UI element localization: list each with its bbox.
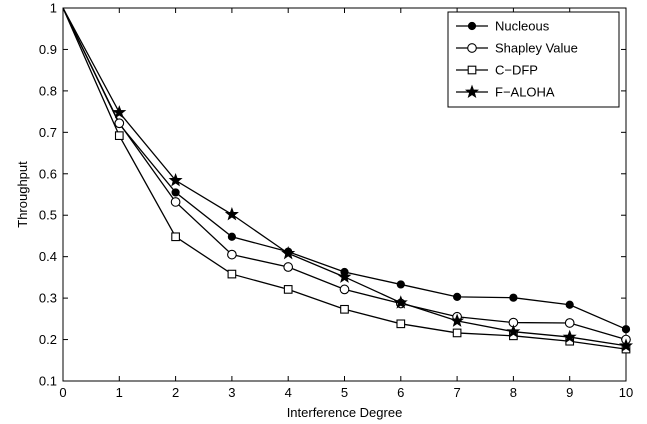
legend: Nucleous Shapley Value C−DFP F−ALOHA <box>447 11 620 108</box>
x-tick-label: 3 <box>228 385 235 400</box>
data-point <box>618 338 634 352</box>
data-point <box>224 207 239 221</box>
data-point <box>281 245 296 260</box>
data-point <box>114 131 124 140</box>
data-point <box>565 300 574 309</box>
x-tick-label: 4 <box>285 385 292 400</box>
y-tick-label: 0.7 <box>39 125 57 140</box>
y-tick-label: 0.4 <box>39 249 57 264</box>
legend-entry: Nucleous <box>456 19 550 34</box>
y-tick-label: 1 <box>50 1 57 16</box>
series-layer <box>62 7 634 354</box>
x-tick-label: 9 <box>566 385 573 400</box>
data-point <box>509 293 518 302</box>
y-tick-label: 0.9 <box>39 42 57 57</box>
data-point <box>450 313 465 327</box>
legend-label: F−ALOHA <box>495 85 555 100</box>
legend-marker <box>467 21 477 31</box>
x-tick-label: 7 <box>453 385 460 400</box>
y-tick-label: 0.2 <box>39 332 57 347</box>
data-point <box>564 318 575 328</box>
data-point <box>227 249 237 260</box>
legend-marker <box>467 65 477 75</box>
x-tick-label: 0 <box>59 385 66 400</box>
legend-label: Nucleous <box>495 19 550 34</box>
data-point <box>506 324 521 338</box>
x-tick-label: 10 <box>619 385 633 400</box>
data-point <box>112 105 127 119</box>
data-point <box>227 269 237 279</box>
data-point <box>283 262 294 272</box>
y-tick-label: 0.8 <box>39 83 57 98</box>
series-3 <box>62 7 634 352</box>
y-tick-label: 0.1 <box>39 374 57 389</box>
data-point <box>339 284 350 295</box>
y-axis-title: Throughput <box>15 161 30 228</box>
legend-entry: Shapley Value <box>456 41 578 56</box>
data-point <box>396 319 406 329</box>
x-tick-label: 6 <box>397 385 404 400</box>
x-axis-title: Interference Degree <box>287 405 403 420</box>
legend-marker <box>464 84 480 98</box>
data-point <box>227 232 236 241</box>
data-point <box>621 325 631 334</box>
data-point <box>171 188 180 197</box>
data-point <box>283 285 293 294</box>
x-tick-label: 8 <box>510 385 517 400</box>
legend-entry: C−DFP <box>456 63 538 78</box>
x-tick-label: 1 <box>116 385 123 400</box>
data-point <box>393 295 408 309</box>
data-point <box>562 329 577 344</box>
data-point <box>396 280 405 289</box>
y-tick-label: 0.3 <box>39 291 57 306</box>
x-tick-label: 5 <box>341 385 348 400</box>
axis-ticks: 0 1 2 3 4 5 6 7 8 9 10 0.1 0.2 0.3 0.4 0.5 0.6 0.7 0.8 0.9 1 <box>39 1 633 401</box>
y-tick-label: 0.6 <box>39 166 57 181</box>
data-point <box>340 304 349 314</box>
legend-label: Shapley Value <box>495 41 578 56</box>
legend-marker <box>467 43 477 53</box>
data-point <box>452 328 462 338</box>
data-point <box>171 232 180 242</box>
data-point <box>114 118 125 129</box>
data-point <box>337 269 352 283</box>
data-point <box>453 292 462 301</box>
data-point <box>170 197 181 207</box>
data-point <box>168 173 183 187</box>
x-tick-label: 2 <box>172 385 179 400</box>
legend-entry: F−ALOHA <box>456 85 555 100</box>
legend-label: C−DFP <box>495 63 538 78</box>
y-tick-label: 0.5 <box>39 208 57 223</box>
